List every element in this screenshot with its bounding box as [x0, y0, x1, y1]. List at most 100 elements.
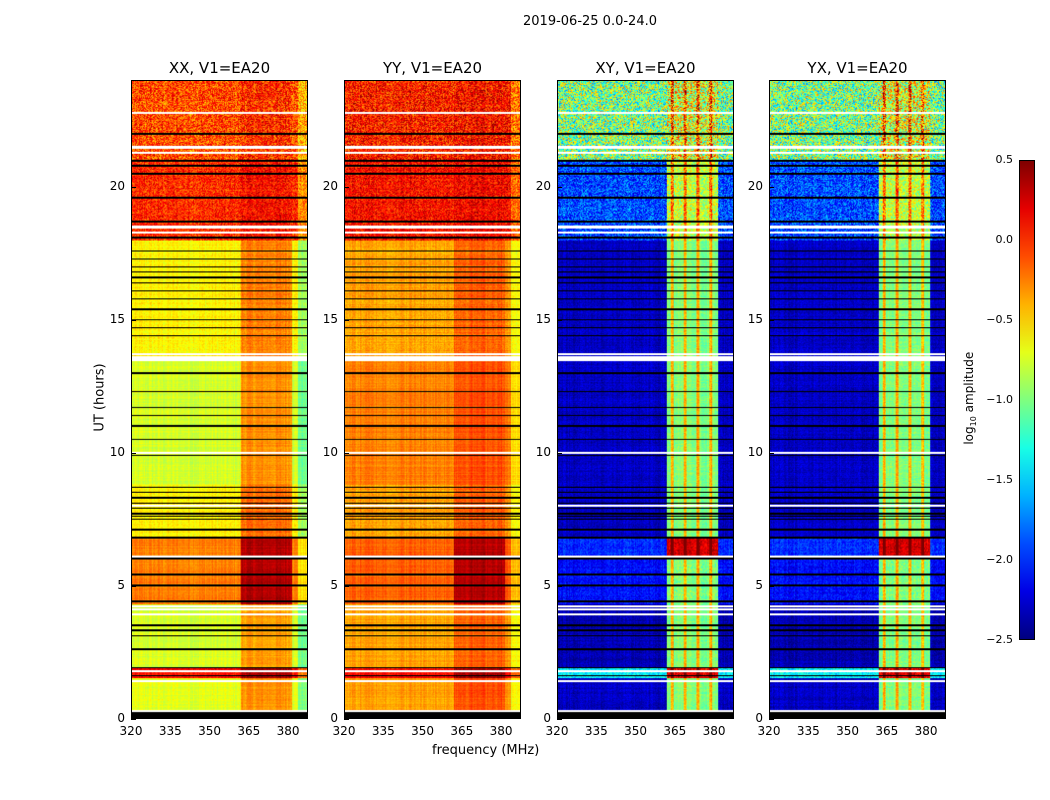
y-tick-label: 5	[117, 577, 125, 592]
x-tick-label: 350	[836, 724, 859, 738]
colorbar-label-sub: 10	[969, 416, 979, 427]
y-tick-mark	[769, 319, 774, 321]
x-axis-label: frequency (MHz)	[432, 743, 540, 758]
panel-title-yy: YY, V1=EA20	[382, 59, 483, 77]
x-tick-label: 320	[545, 724, 569, 738]
x-tick-label: 335	[371, 724, 395, 738]
panel-title-yx: YX, V1=EA20	[807, 59, 908, 77]
x-tick-label: 350	[411, 724, 434, 738]
y-tick-label: 20	[747, 178, 763, 193]
y-tick-mark	[769, 585, 774, 587]
y-tick-mark	[557, 719, 562, 720]
x-tick-label: 320	[332, 724, 356, 738]
x-tick-label: 380	[702, 724, 726, 738]
colorbar-tick-label: −2.0	[986, 553, 1013, 566]
y-tick-mark	[557, 585, 562, 587]
x-tick-label: 365	[875, 724, 899, 738]
y-tick-mark	[557, 319, 562, 321]
heatmap-panel-xy	[557, 80, 734, 719]
x-tick-mark	[461, 714, 463, 719]
y-tick-label: 5	[543, 577, 551, 592]
y-tick-label: 15	[535, 311, 551, 326]
figure-title: 2019-06-25 0.0-24.0	[523, 14, 657, 29]
heatmap-panel-xx	[131, 80, 308, 719]
x-tick-mark	[383, 714, 385, 719]
x-tick-label: 380	[489, 724, 513, 738]
heatmap-panel-yx	[769, 80, 946, 719]
y-tick-label: 20	[322, 178, 338, 193]
x-tick-mark	[847, 714, 849, 719]
y-tick-mark	[131, 585, 136, 587]
colorbar-tick-label: −0.5	[986, 313, 1013, 326]
y-tick-label: 10	[322, 444, 338, 459]
y-tick-label: 15	[322, 311, 338, 326]
colorbar-tick-label: 0.0	[995, 233, 1014, 246]
x-tick-label: 320	[757, 724, 781, 738]
heatmap-panel-yy	[344, 80, 521, 719]
x-tick-mark	[886, 714, 888, 719]
y-tick-label: 15	[109, 311, 125, 326]
y-tick-mark	[344, 452, 349, 454]
y-tick-mark	[131, 319, 136, 321]
y-tick-label: 10	[109, 444, 125, 459]
y-tick-mark	[131, 719, 136, 720]
y-tick-mark	[769, 186, 774, 188]
y-tick-mark	[344, 186, 349, 188]
x-tick-label: 350	[624, 724, 647, 738]
x-tick-mark	[714, 714, 716, 719]
x-tick-mark	[674, 714, 676, 719]
x-tick-mark	[596, 714, 598, 719]
y-axis-label: UT (hours)	[92, 363, 108, 432]
x-tick-mark	[557, 714, 558, 719]
x-tick-mark	[131, 714, 132, 719]
y-tick-mark	[344, 719, 349, 720]
y-tick-mark	[131, 186, 136, 188]
x-tick-mark	[288, 714, 290, 719]
y-tick-label: 0	[755, 711, 763, 725]
x-tick-label: 365	[450, 724, 474, 738]
x-tick-mark	[635, 714, 637, 719]
y-tick-label: 5	[330, 577, 338, 592]
x-tick-label: 380	[276, 724, 300, 738]
x-tick-mark	[209, 714, 211, 719]
colorbar	[1019, 160, 1035, 640]
colorbar-label-tail: amplitude	[961, 351, 976, 417]
y-tick-label: 5	[755, 577, 763, 592]
y-tick-mark	[769, 719, 774, 720]
y-tick-label: 0	[543, 711, 551, 725]
heatmap-yx	[770, 81, 945, 718]
colorbar-tick-label: −1.0	[986, 393, 1013, 406]
y-tick-mark	[344, 319, 349, 321]
x-tick-mark	[501, 714, 503, 719]
x-tick-label: 335	[796, 724, 820, 738]
x-tick-label: 320	[119, 724, 143, 738]
panel-title-xx: XX, V1=EA20	[168, 59, 271, 77]
heatmap-xx	[132, 81, 307, 718]
y-tick-label: 10	[535, 444, 551, 459]
x-tick-label: 380	[914, 724, 938, 738]
x-tick-mark	[769, 714, 770, 719]
x-tick-label: 365	[663, 724, 687, 738]
y-tick-label: 15	[747, 311, 763, 326]
y-tick-mark	[769, 452, 774, 454]
y-tick-label: 20	[109, 178, 125, 193]
x-tick-label: 350	[198, 724, 221, 738]
y-tick-label: 0	[330, 711, 338, 725]
x-tick-mark	[422, 714, 424, 719]
y-tick-mark	[557, 186, 562, 188]
x-tick-mark	[344, 714, 345, 719]
heatmap-yy	[345, 81, 520, 718]
panel-title-xy: XY, V1=EA20	[595, 59, 696, 77]
x-tick-label: 335	[158, 724, 182, 738]
x-tick-mark	[170, 714, 172, 719]
y-tick-mark	[557, 452, 562, 454]
colorbar-label-log: log	[961, 426, 976, 445]
x-tick-mark	[248, 714, 250, 719]
y-tick-mark	[344, 585, 349, 587]
y-tick-mark	[131, 452, 136, 454]
colorbar-tick-label: −2.5	[986, 633, 1013, 646]
y-tick-label: 0	[117, 711, 125, 725]
y-tick-label: 20	[535, 178, 551, 193]
colorbar-tick-label: 0.5	[995, 153, 1014, 166]
